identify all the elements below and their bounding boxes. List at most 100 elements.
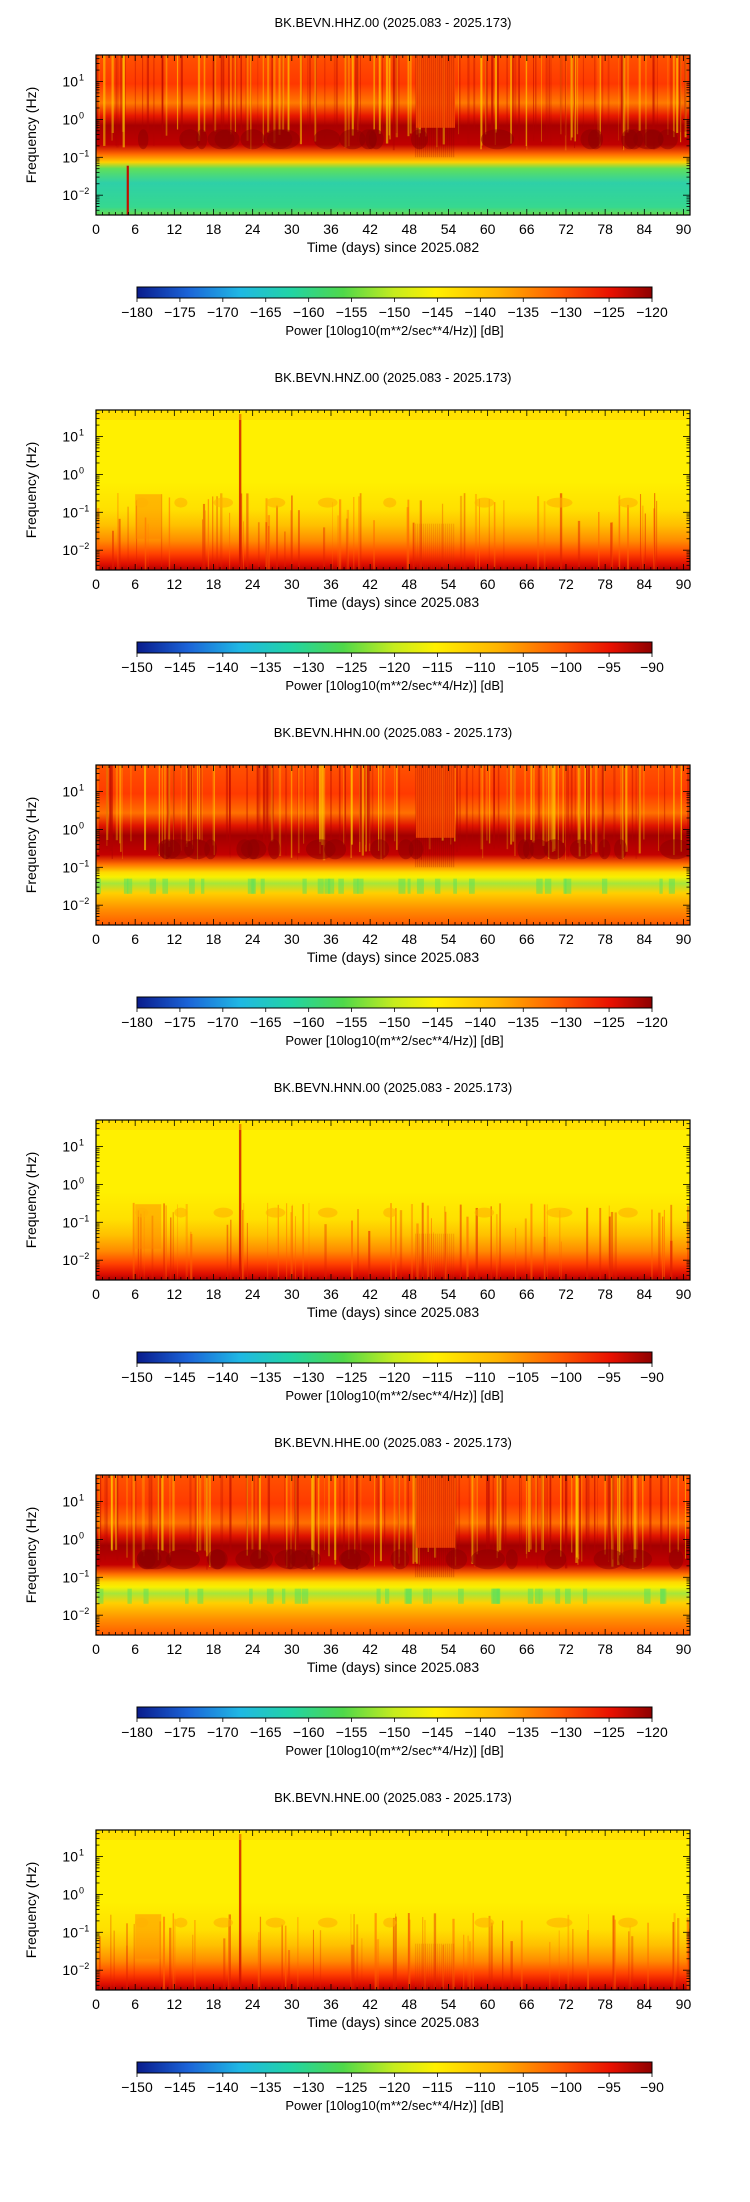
x-tick-label: 18 (206, 931, 222, 947)
colorbar-tick-label: −145 (164, 659, 196, 675)
svg-text:10: 10 (62, 1138, 78, 1154)
svg-text:10: 10 (62, 821, 78, 837)
colorbar-tick-label: −90 (640, 2079, 664, 2095)
chart-title: BK.BEVN.HNZ.00 (2025.083 - 2025.173) (274, 370, 511, 385)
colorbar-tick-label: −180 (121, 1014, 153, 1030)
colorbar-tick-label: −135 (250, 659, 282, 675)
spectrogram-panel-2: BK.BEVN.HNZ.00 (2025.083 - 2025.173) 0 6 12… (23, 370, 691, 693)
x-tick-label: 6 (131, 1996, 139, 2012)
colorbar: −150 −145 −140 −135 −130 −125 −120 −115 −110 −105… (121, 1351, 664, 1403)
colorbar-tick-label: −95 (597, 659, 621, 675)
x-tick-label: 72 (558, 221, 574, 237)
colorbar-tick-label: −125 (336, 659, 368, 675)
x-tick-label: 30 (284, 221, 300, 237)
svg-text:1: 1 (79, 72, 84, 82)
colorbar-tick-label: −100 (550, 659, 582, 675)
x-tick-label: 72 (558, 1996, 574, 2012)
colorbar-tick-label: −120 (636, 1724, 668, 1740)
svg-text:10: 10 (62, 1962, 78, 1978)
plot-frame (95, 1119, 691, 1281)
colorbar-tick-label: −140 (465, 1724, 497, 1740)
x-tick-label: 66 (519, 1996, 535, 2012)
x-tick-label: 48 (402, 1286, 418, 1302)
x-tick-label: 12 (167, 931, 183, 947)
x-axis-label: Time (days) since 2025.083 (307, 949, 479, 965)
colorbar-tick-label: −145 (164, 2079, 196, 2095)
y-axis-label: Frequency (Hz) (23, 1152, 39, 1248)
data-gap-region (415, 765, 456, 838)
colorbar-tick-label: −140 (465, 304, 497, 320)
x-tick-label: 0 (92, 576, 100, 592)
colorbar-tick-label: −135 (507, 304, 539, 320)
x-tick-label: 30 (284, 931, 300, 947)
colorbar-tick-label: −130 (550, 1724, 582, 1740)
colorbar-tick-label: −135 (250, 2079, 282, 2095)
x-tick-label: 6 (131, 221, 139, 237)
x-tick-label: 18 (206, 576, 222, 592)
x-tick-label: 0 (92, 1641, 100, 1657)
x-tick-label: 18 (206, 1996, 222, 2012)
x-tick-label: 24 (245, 1286, 261, 1302)
x-tick-label: 90 (676, 1996, 692, 2012)
svg-text:10: 10 (62, 897, 78, 913)
colorbar-tick-label: −135 (507, 1014, 539, 1030)
colorbar-gradient (136, 1706, 653, 1719)
spectrogram-panel-3: BK.BEVN.HHN.00 (2025.083 - 2025.173)0 6 12… (23, 725, 691, 1048)
svg-text:10: 10 (62, 542, 78, 558)
colorbar-tick-label: −125 (593, 1724, 625, 1740)
svg-text:10: 10 (62, 783, 78, 799)
spectrogram-panel-6: BK.BEVN.HNE.00 (2025.083 - 2025.173)0 6 12… (23, 1790, 691, 2113)
colorbar-tick-label: −145 (422, 1724, 454, 1740)
spectrogram-panel-5: BK.BEVN.HHE.00 (2025.083 - 2025.173)0 6 12… (23, 1435, 691, 1758)
colorbar-tick-label: −160 (293, 1014, 325, 1030)
plot-frame (95, 409, 691, 571)
x-tick-label: 42 (362, 221, 378, 237)
y-tick-label: 10 −1 (62, 858, 89, 875)
data-gap-region (415, 55, 456, 128)
colorbar-tick-label: −150 (379, 1014, 411, 1030)
x-tick-label: 6 (131, 576, 139, 592)
svg-text:10: 10 (62, 1214, 78, 1230)
y-axis-label: Frequency (Hz) (23, 87, 39, 183)
colorbar-label: Power [10log10(m**2/sec**4/Hz)] [dB] (285, 1743, 503, 1758)
colorbar-tick-label: −170 (207, 304, 239, 320)
svg-text:10: 10 (62, 73, 78, 89)
chart-title: BK.BEVN.HNN.00 (2025.083 - 2025.173) (274, 1080, 512, 1095)
colorbar-tick-label: −90 (640, 1369, 664, 1385)
y-tick-label: 10 1 (62, 427, 84, 444)
svg-text:10: 10 (62, 1924, 78, 1940)
x-tick-label: 36 (323, 1286, 339, 1302)
y-tick-label: 10 0 (62, 1175, 84, 1192)
y-axis-label: Frequency (Hz) (23, 1862, 39, 1958)
x-tick-label: 12 (167, 576, 183, 592)
svg-text:10: 10 (62, 1569, 78, 1585)
x-tick-label: 30 (284, 1641, 300, 1657)
colorbar-tick-label: −110 (465, 2079, 496, 2095)
x-tick-label: 60 (480, 221, 496, 237)
svg-text:0: 0 (79, 1175, 84, 1185)
colorbar-tick-label: −145 (422, 304, 454, 320)
spectrogram-panel-1: BK.BEVN.HHZ.00 (2025.083 - 2025.173)0 6 12… (23, 15, 691, 338)
colorbar-tick-label: −125 (593, 1014, 625, 1030)
colorbar-tick-label: −155 (336, 304, 368, 320)
x-tick-label: 24 (245, 1641, 261, 1657)
colorbar: −180 −175 −170 −165 −160 −155 −150 −145 −140 −135… (121, 996, 668, 1048)
y-tick-label: 10 −2 (62, 1961, 89, 1978)
svg-text:10: 10 (62, 1886, 78, 1902)
colorbar-tick-label: −105 (507, 2079, 539, 2095)
x-tick-label: 84 (637, 1996, 653, 2012)
svg-text:0: 0 (79, 820, 84, 830)
colorbar-tick-label: −140 (207, 659, 239, 675)
svg-text:−2: −2 (79, 186, 89, 196)
x-tick-label: 18 (206, 1641, 222, 1657)
colorbar-label: Power [10log10(m**2/sec**4/Hz)] [dB] (285, 1388, 503, 1403)
x-tick-label: 18 (206, 221, 222, 237)
x-axis: 0 6 12 18 24 30 36 42 48 54 60 66 72 78 84 90 Time (days… (92, 1475, 691, 1675)
spectrogram-image (96, 1830, 690, 1990)
x-tick-label: 72 (558, 931, 574, 947)
x-axis-label: Time (days) since 2025.083 (307, 2014, 479, 2030)
x-tick-label: 12 (167, 1641, 183, 1657)
